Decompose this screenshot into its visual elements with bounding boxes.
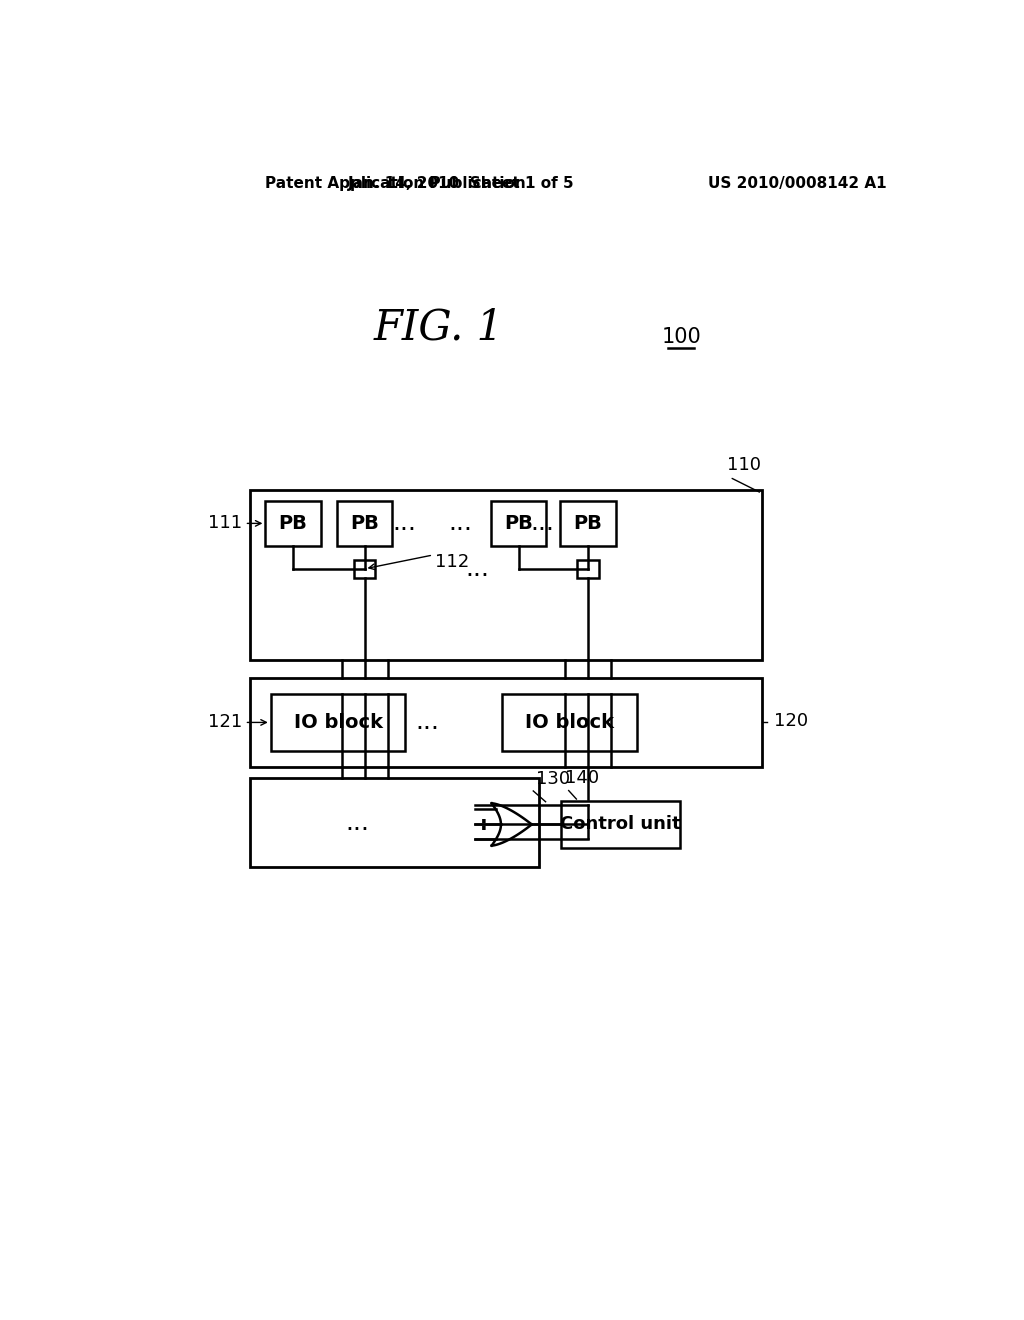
Text: FIG. 1: FIG. 1 <box>374 306 504 348</box>
Text: 130: 130 <box>536 770 569 788</box>
Text: 112: 112 <box>435 553 469 572</box>
Bar <box>250 779 539 867</box>
Text: ...: ... <box>415 710 439 734</box>
Text: 110: 110 <box>727 457 761 474</box>
Text: :: : <box>480 814 487 834</box>
Text: 111: 111 <box>208 515 243 532</box>
Bar <box>265 502 321 545</box>
Text: PB: PB <box>573 513 602 533</box>
Text: PB: PB <box>350 513 379 533</box>
Text: Control unit: Control unit <box>560 816 681 833</box>
Text: Patent Application Publication: Patent Application Publication <box>265 177 526 191</box>
Bar <box>490 502 547 545</box>
Text: 140: 140 <box>565 770 599 788</box>
Bar <box>270 693 406 751</box>
Text: ...: ... <box>465 557 489 581</box>
Text: 120: 120 <box>773 711 808 730</box>
Text: PB: PB <box>279 513 307 533</box>
Text: US 2010/0008142 A1: US 2010/0008142 A1 <box>708 177 887 191</box>
Bar <box>337 502 392 545</box>
Bar <box>250 490 762 660</box>
Bar <box>354 560 376 578</box>
Bar <box>250 678 762 767</box>
Text: ...: ... <box>449 511 472 536</box>
Bar <box>560 502 615 545</box>
Text: ...: ... <box>392 511 416 536</box>
Text: ...: ... <box>346 810 370 836</box>
Text: IO block: IO block <box>525 713 614 731</box>
Text: 121: 121 <box>208 713 243 731</box>
Bar <box>578 560 599 578</box>
Bar <box>561 801 680 847</box>
Text: Jan. 14, 2010  Sheet 1 of 5: Jan. 14, 2010 Sheet 1 of 5 <box>348 177 574 191</box>
Text: PB: PB <box>504 513 534 533</box>
Text: ...: ... <box>530 511 555 536</box>
Text: IO block: IO block <box>294 713 383 731</box>
Bar <box>503 693 637 751</box>
Text: 100: 100 <box>662 327 701 347</box>
